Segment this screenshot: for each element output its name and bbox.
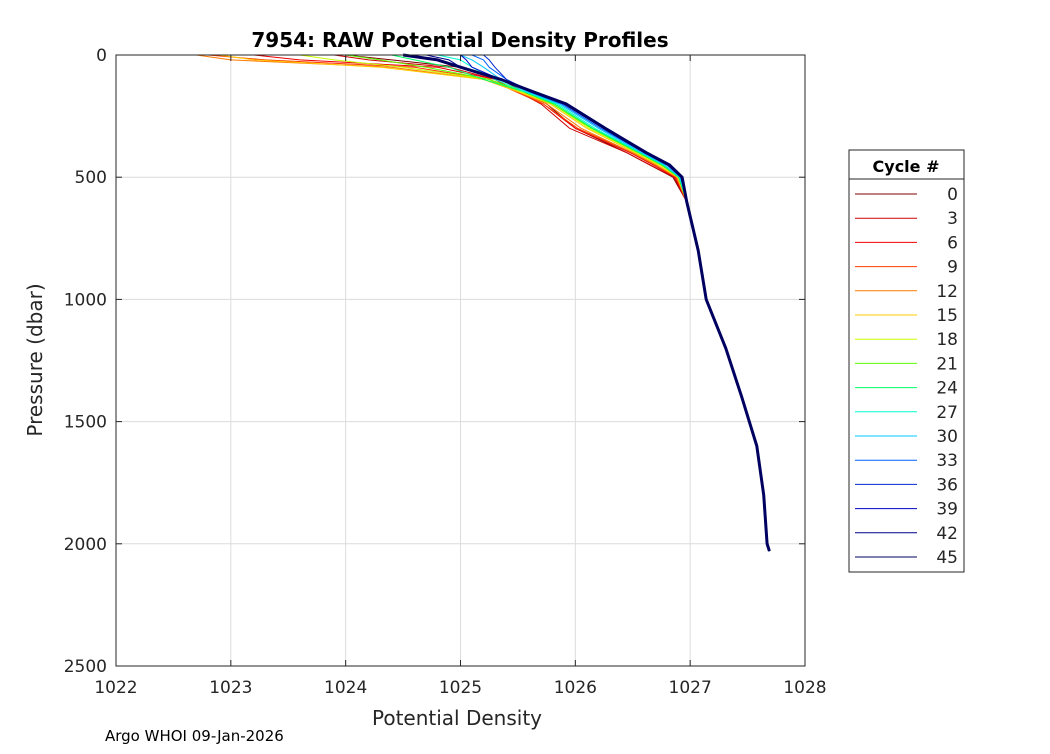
x-tick-label: 1024 <box>324 678 367 698</box>
grid <box>115 54 806 667</box>
legend-label: 27 <box>936 403 958 423</box>
legend-box <box>848 149 965 573</box>
legend-label: 30 <box>936 427 958 447</box>
legend-label: 21 <box>936 354 958 374</box>
legend-label: 0 <box>947 185 958 205</box>
axis-ticks: 1022 1023 1024 1025 1026 1027 1028 0 500 1000 1500… <box>64 46 827 698</box>
footer-credit: Argo WHOI 09-Jan-2026 <box>105 727 284 745</box>
x-tick-label: 1023 <box>209 678 252 698</box>
legend-label: 12 <box>936 282 958 302</box>
legend-title: Cycle # <box>873 157 940 176</box>
legend-label: 33 <box>936 451 958 471</box>
y-tick-label: 1000 <box>64 290 107 310</box>
y-axis-label: Pressure (dbar) <box>23 283 47 436</box>
legend-label: 24 <box>936 379 958 399</box>
legend-label: 15 <box>936 306 958 326</box>
profile-line-cycle-39 <box>460 54 770 552</box>
profile-lines <box>196 53 771 552</box>
legend-label: 6 <box>947 233 958 253</box>
legend-label: 42 <box>936 524 958 544</box>
profile-line-cycle-6 <box>253 54 770 552</box>
profile-line-cycle-18 <box>299 54 770 552</box>
legend-label: 45 <box>936 548 958 568</box>
profile-line-cycle-12 <box>196 54 770 552</box>
x-tick-label: 1022 <box>94 678 137 698</box>
profile-line-cycle-9 <box>207 54 770 552</box>
legend-label: 39 <box>936 500 958 520</box>
y-tick-label: 500 <box>75 168 107 188</box>
x-tick-label: 1025 <box>439 678 482 698</box>
y-tick-label: 2500 <box>64 657 107 677</box>
y-tick-label: 0 <box>96 46 107 66</box>
x-tick-label: 1026 <box>554 678 597 698</box>
profile-line-cycle-21 <box>345 54 770 552</box>
y-tick-label: 1500 <box>64 413 107 433</box>
legend-label: 18 <box>936 330 958 350</box>
profile-line-cycle-15 <box>219 54 770 552</box>
chart-title: 7954: RAW Potential Density Profiles <box>251 28 668 52</box>
legend-label: 9 <box>947 258 958 278</box>
profile-line-cycle-36 <box>483 54 770 552</box>
profile-line-cycle-3 <box>334 54 770 552</box>
legend-label: 3 <box>947 209 958 229</box>
profile-line-cycle-30 <box>460 54 770 552</box>
x-tick-label: 1028 <box>783 678 826 698</box>
profile-line-cycle-45 <box>402 53 771 552</box>
x-tick-label: 1027 <box>669 678 712 698</box>
y-tick-label: 2000 <box>64 535 107 555</box>
profile-line-cycle-33 <box>471 54 770 552</box>
x-axis-label: Potential Density <box>372 706 542 730</box>
legend-label: 36 <box>936 475 958 495</box>
profile-line-cycle-0 <box>345 54 770 552</box>
